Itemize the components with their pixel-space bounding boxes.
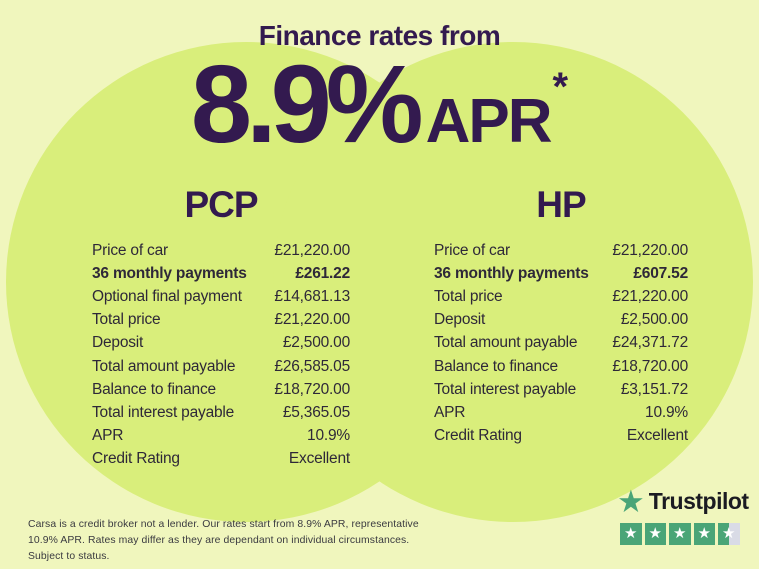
row-value: £14,681.13 (274, 287, 350, 305)
row-value: £261.22 (295, 264, 350, 282)
table-row: Balance to finance £18,720.00 (434, 355, 688, 378)
trustpilot-logo: ★ Trustpilot (617, 484, 749, 519)
table-row: Credit Rating Excellent (92, 448, 350, 471)
star-glyph: ★ (722, 525, 736, 543)
table-row: Total amount payable £24,371.72 (434, 332, 688, 355)
rating-star-full: ★ (693, 523, 715, 545)
star-glyph: ★ (624, 525, 638, 543)
row-label: Total interest payable (92, 403, 235, 421)
row-label: Balance to finance (434, 357, 558, 375)
apr-asterisk: * (552, 65, 569, 109)
table-row: APR 10.9% (434, 401, 688, 424)
apr-rate-value: 8.9% (190, 43, 424, 166)
banner-title: Finance rates from (258, 20, 501, 51)
row-value: £24,371.72 (612, 334, 688, 352)
row-value: 10.9% (645, 403, 688, 421)
row-label: Total amount payable (434, 334, 578, 352)
legal-disclaimer: Carsa is a credit broker not a lender. O… (28, 519, 419, 563)
row-label: Optional final payment (92, 287, 242, 305)
table-row: 36 monthly payments £261.22 (92, 262, 350, 285)
table-row: Optional final payment £14,681.13 (92, 285, 350, 308)
hp-table: Price of car £21,220.00 36 monthly payme… (434, 239, 688, 448)
row-value: £607.52 (633, 264, 688, 282)
row-label: Total price (434, 287, 503, 305)
trustpilot-stars: ★ ★ ★ ★ ★ (620, 523, 743, 545)
row-label: Credit Rating (92, 450, 180, 468)
row-value: £26,585.05 (274, 357, 350, 375)
table-row: Total price £21,220.00 (434, 285, 688, 308)
pcp-heading: PCP (184, 184, 258, 225)
row-value: £5,365.05 (282, 403, 350, 421)
trustpilot-brand-text: Trustpilot (648, 488, 749, 514)
table-row: Total price £21,220.00 (92, 309, 350, 332)
apr-label: APR (425, 87, 553, 156)
row-label: Total interest payable (434, 380, 577, 398)
row-value: 10.9% (307, 427, 350, 445)
table-row: APR 10.9% (92, 425, 350, 448)
hp-heading: HP (536, 184, 586, 225)
trustpilot-star-icon: ★ (617, 484, 645, 519)
row-label: Price of car (92, 241, 168, 259)
table-row: Total interest payable £3,151.72 (434, 378, 688, 401)
row-value: £18,720.00 (612, 357, 688, 375)
star-glyph: ★ (697, 525, 711, 543)
row-label: 36 monthly payments (92, 264, 247, 282)
row-value: £2,500.00 (620, 311, 688, 329)
table-row: Price of car £21,220.00 (434, 239, 688, 262)
row-label: Credit Rating (434, 427, 522, 445)
trustpilot-widget: ★ Trustpilot ★ ★ ★ ★ ★ (617, 484, 749, 545)
row-value: £3,151.72 (620, 380, 688, 398)
row-value: £21,220.00 (612, 287, 688, 305)
table-row: Deposit £2,500.00 (92, 332, 350, 355)
row-label: APR (92, 427, 124, 445)
row-value: Excellent (288, 450, 350, 468)
row-value: £21,220.00 (612, 241, 688, 259)
row-label: Price of car (434, 241, 510, 259)
row-value: £21,220.00 (274, 311, 350, 329)
rating-star-full: ★ (620, 523, 642, 545)
table-row: Total interest payable £5,365.05 (92, 401, 350, 424)
table-row: Deposit £2,500.00 (434, 309, 688, 332)
hp-column: HP Price of car £21,220.00 36 monthly pa… (434, 184, 688, 448)
star-glyph: ★ (648, 525, 662, 543)
row-label: Deposit (434, 311, 486, 329)
row-value: £18,720.00 (274, 380, 350, 398)
pcp-table: Price of car £21,220.00 36 monthly payme… (92, 239, 350, 471)
row-value: £2,500.00 (282, 334, 350, 352)
rating-star-full: ★ (644, 523, 666, 545)
row-label: Total price (92, 311, 161, 329)
rating-star-half: ★ (718, 523, 740, 545)
row-value: £21,220.00 (274, 241, 350, 259)
row-label: Total amount payable (92, 357, 236, 375)
pcp-column: PCP Price of car £21,220.00 36 monthly p… (92, 184, 350, 471)
row-label: APR (434, 403, 466, 421)
row-label: Deposit (92, 334, 144, 352)
table-row: Total amount payable £26,585.05 (92, 355, 350, 378)
row-label: 36 monthly payments (434, 264, 589, 282)
star-glyph: ★ (673, 525, 687, 543)
row-label: Balance to finance (92, 380, 216, 398)
row-value: Excellent (626, 427, 688, 445)
rating-star-full: ★ (669, 523, 691, 545)
table-row: Price of car £21,220.00 (92, 239, 350, 262)
table-row: Balance to finance £18,720.00 (92, 378, 350, 401)
table-row: 36 monthly payments £607.52 (434, 262, 688, 285)
apr-headline: 8.9% APR* (0, 46, 759, 164)
table-row: Credit Rating Excellent (434, 425, 688, 448)
